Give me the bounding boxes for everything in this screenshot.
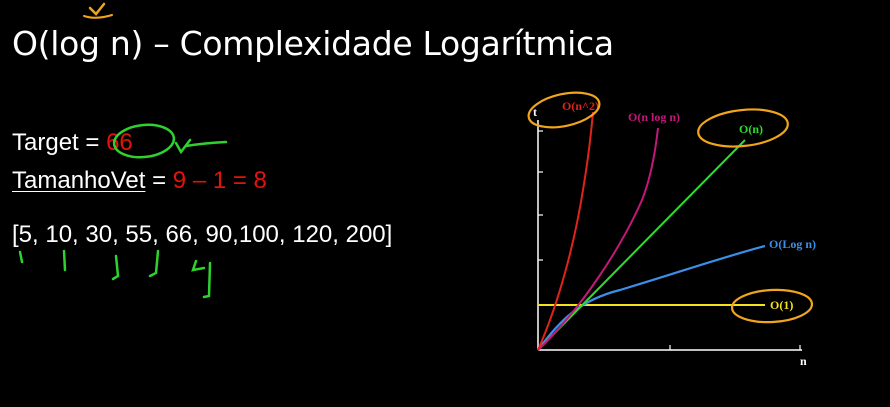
curve-on bbox=[537, 139, 746, 351]
mark-0 bbox=[18, 250, 24, 264]
target-circle bbox=[112, 123, 176, 159]
label-onlogn: O(n log n) bbox=[628, 110, 680, 124]
tamanho-label: TamanhoVet bbox=[12, 167, 146, 194]
array-line: [5, 10, 30, 55, 66, 90,100, 120, 200] bbox=[12, 221, 393, 248]
chart bbox=[537, 120, 802, 351]
label-ologn: O(Log n) bbox=[769, 237, 816, 251]
curve-ologn bbox=[537, 244, 766, 351]
slide-title: O(log n) – Complexidade Logarítmica bbox=[12, 24, 614, 63]
tamanho-value: 9 – 1 = 8 bbox=[172, 167, 267, 194]
target-line: Target = 66 bbox=[12, 129, 133, 157]
mark-1 bbox=[62, 249, 67, 272]
underline-annotation bbox=[83, 14, 113, 19]
target-check bbox=[174, 138, 228, 155]
mark-5 bbox=[202, 261, 212, 299]
circle-on bbox=[697, 108, 789, 148]
circle-on2 bbox=[527, 91, 601, 129]
checkmark-annotation bbox=[88, 2, 106, 16]
label-on: O(n) bbox=[739, 122, 763, 136]
mark-2 bbox=[111, 254, 120, 281]
mark-3 bbox=[148, 249, 160, 278]
circle-o1 bbox=[730, 288, 814, 324]
x-axis-label: n bbox=[800, 354, 807, 368]
curve-on2 bbox=[537, 111, 594, 351]
array-index-marks bbox=[18, 249, 212, 299]
curve-onlogn bbox=[537, 127, 659, 351]
mark-4 bbox=[191, 259, 206, 272]
target-label: Target = bbox=[12, 129, 107, 156]
label-on2: O(n^2) bbox=[562, 99, 599, 113]
tamanho-sep: = bbox=[145, 167, 173, 194]
label-o1: O(1) bbox=[770, 298, 793, 312]
y-axis-label: t bbox=[533, 105, 537, 119]
label-circles bbox=[527, 91, 814, 324]
tamanho-line: TamanhoVet = 9 – 1 = 8 bbox=[12, 167, 267, 195]
